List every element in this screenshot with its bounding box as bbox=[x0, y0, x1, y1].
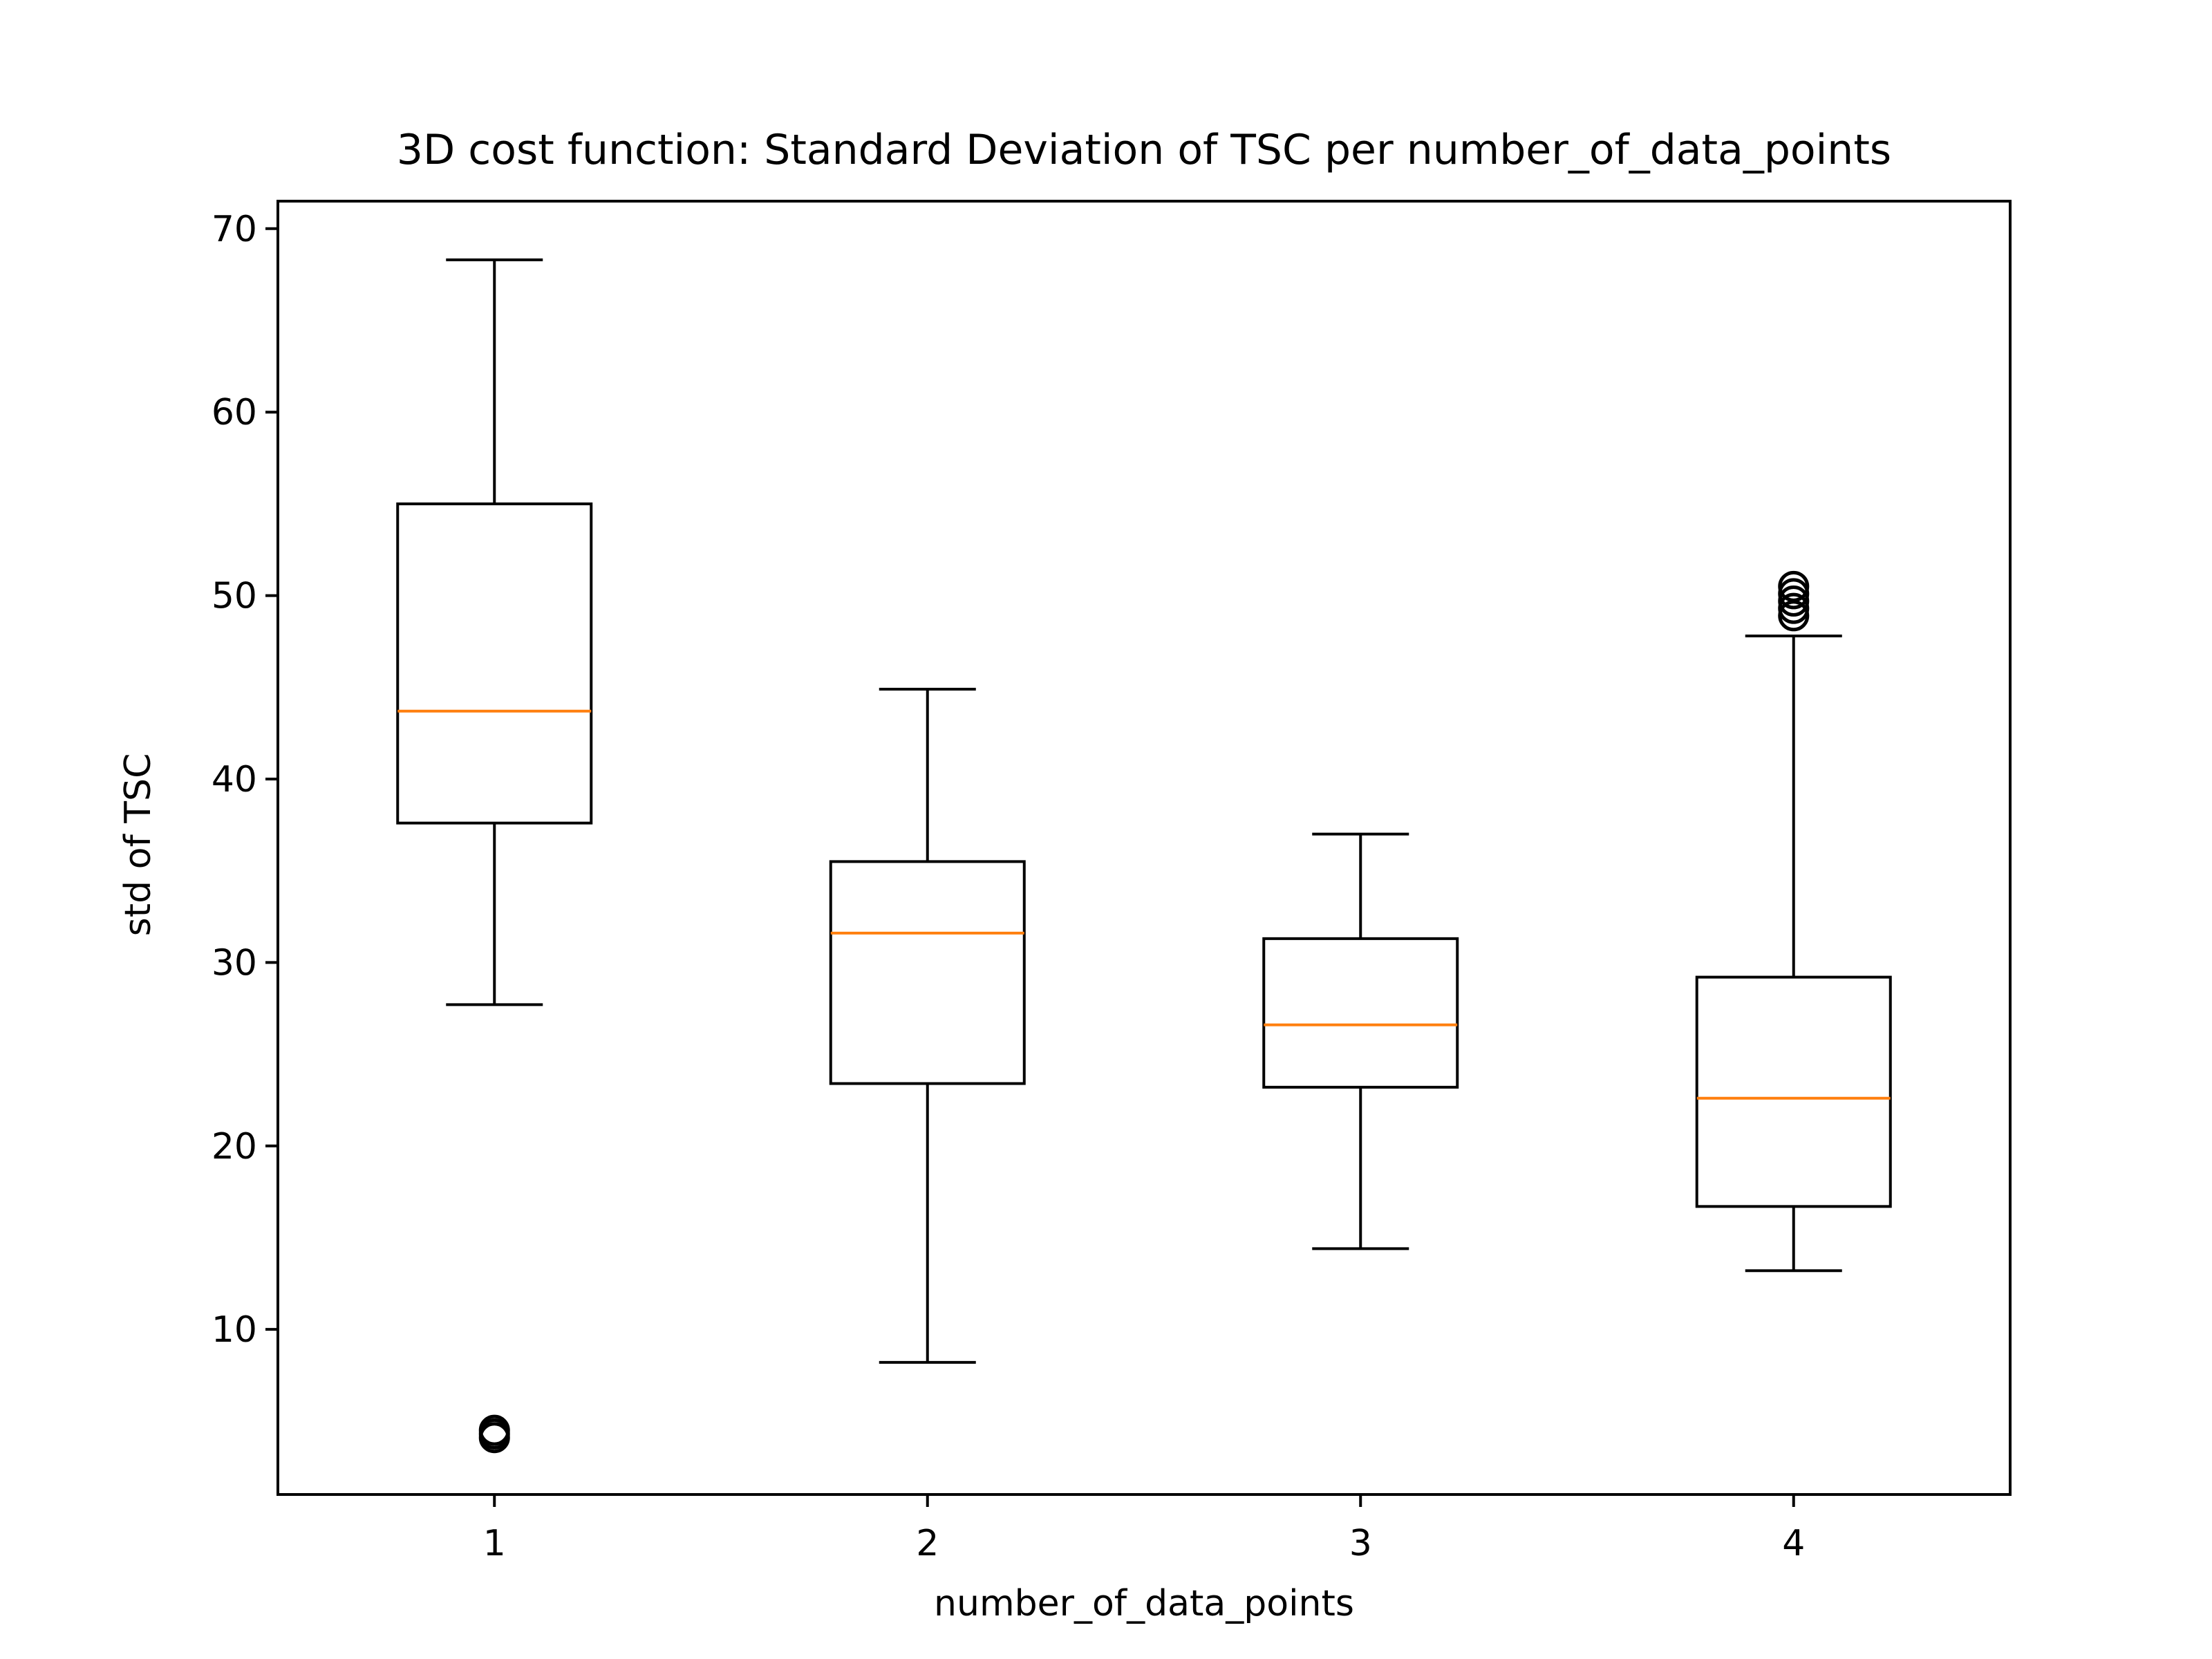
y-axis-label: std of TSC bbox=[118, 753, 159, 937]
y-tick-label-70: 70 bbox=[212, 209, 257, 250]
x-tick-label-1: 1 bbox=[483, 1523, 506, 1564]
y-tick-label-50: 50 bbox=[212, 576, 257, 617]
x-tick-label-2: 2 bbox=[916, 1523, 939, 1564]
box-4-iqr-rect bbox=[1695, 975, 1892, 1208]
box-3-iqr-rect bbox=[1262, 937, 1459, 1089]
axes-frame bbox=[276, 200, 2012, 1496]
box-2-iqr-rect bbox=[829, 860, 1026, 1085]
box-4-outlier-4 bbox=[1778, 570, 1810, 602]
x-tick-label-3: 3 bbox=[1349, 1523, 1372, 1564]
box-4-outlier-2 bbox=[1778, 585, 1810, 617]
y-tick-label-60: 60 bbox=[212, 392, 257, 433]
y-tick-label-40: 40 bbox=[212, 759, 257, 800]
y-tick-label-30: 30 bbox=[212, 942, 257, 984]
plot-marks: 10 20 30 40 50 60 70 1 2 3 4 bbox=[212, 209, 1892, 1564]
y-tick-label-20: 20 bbox=[212, 1126, 257, 1168]
box-1-iqr-rect bbox=[396, 502, 593, 825]
box-4-outlier-1 bbox=[1778, 592, 1810, 624]
x-tick-label-4: 4 bbox=[1782, 1523, 1805, 1564]
box-4-outlier-3 bbox=[1778, 578, 1810, 610]
x-axis-label: number_of_data_points bbox=[934, 1583, 1354, 1624]
box-1-outlier-2 bbox=[478, 1414, 510, 1446]
y-tick-label-10: 10 bbox=[212, 1309, 257, 1351]
chart-title: 3D cost function: Standard Deviation of … bbox=[397, 126, 1891, 174]
